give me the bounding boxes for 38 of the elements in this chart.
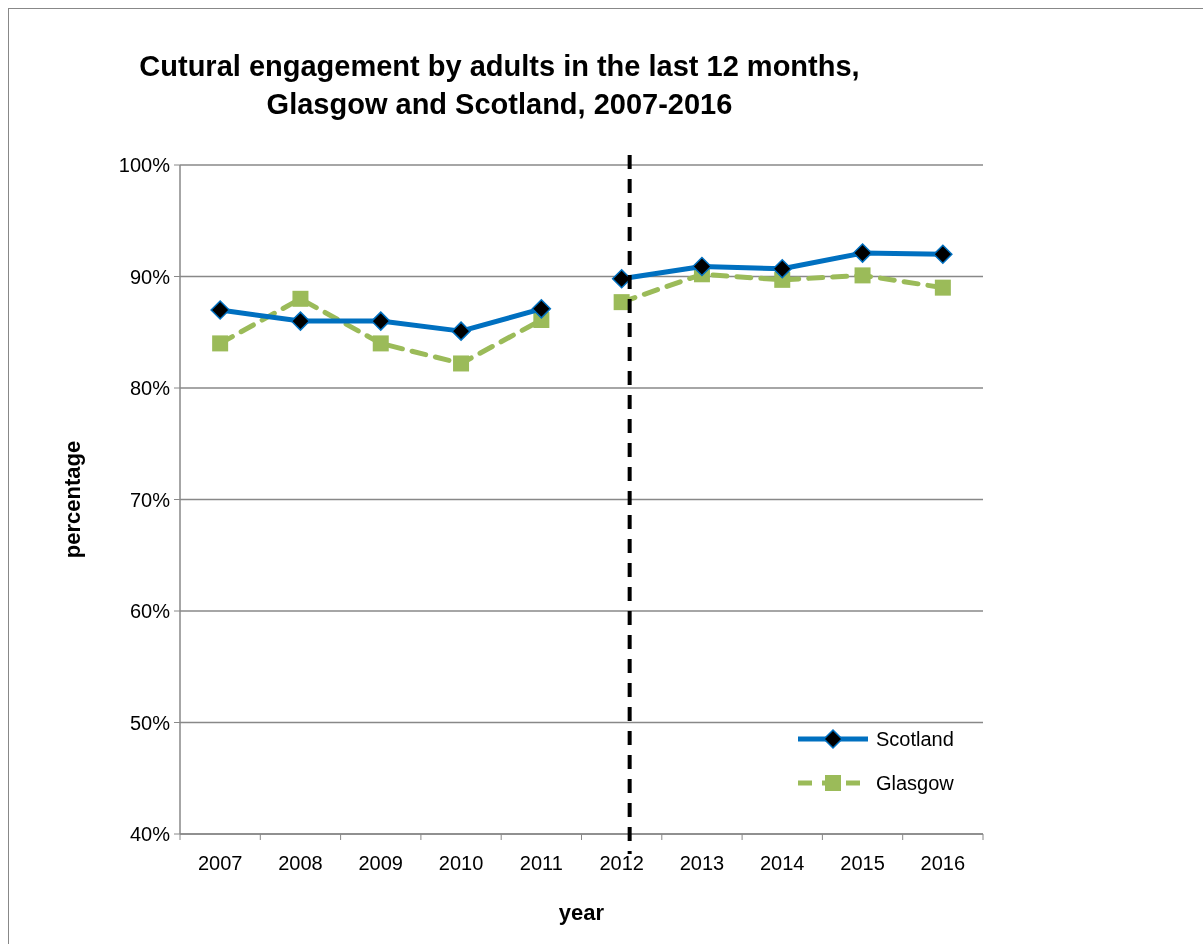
x-tick-label: 2014 (760, 852, 805, 874)
y-tick-label: 70% (129, 488, 171, 511)
point (451, 321, 471, 341)
point (613, 294, 630, 311)
point (933, 244, 953, 264)
x-tick-label: 2015 (840, 852, 885, 874)
point (854, 267, 871, 284)
point (210, 300, 230, 320)
x-tick-label: 2012 (599, 852, 644, 874)
x-tick-label: 2008 (278, 852, 323, 874)
x-tick-label: 2009 (358, 852, 403, 874)
point (292, 290, 309, 307)
x-tick-label: 2016 (920, 852, 966, 874)
point (372, 335, 389, 352)
x-axis-title: year (558, 900, 605, 925)
x-tick-label: 2011 (519, 852, 563, 874)
x-tick-label: 2007 (197, 852, 243, 874)
point (772, 258, 792, 279)
legend-label: Glasgow (876, 772, 955, 794)
x-tick-label: 2010 (438, 852, 484, 874)
y-tick-label: 100% (118, 154, 171, 176)
y-tick-label: 60% (129, 600, 171, 622)
y-tick-label: 40% (129, 823, 171, 845)
y-axis-title: percentage (60, 440, 85, 559)
legend-label: Scotland (876, 728, 954, 750)
point (692, 256, 712, 277)
chart-title: Cutural engagement by adults in the last 12 months, Glasgow and Scotland, 2007-2016 (139, 50, 860, 120)
x-tick-label: 2013 (679, 852, 725, 874)
y-tick-label: 80% (129, 377, 171, 399)
y-tick-label: 50% (129, 711, 171, 734)
point (212, 335, 229, 352)
y-tick-label: 90% (129, 265, 171, 288)
point (371, 311, 391, 331)
point (453, 355, 470, 372)
point (852, 243, 873, 263)
point (290, 311, 311, 331)
point (531, 299, 552, 319)
point (934, 279, 951, 296)
